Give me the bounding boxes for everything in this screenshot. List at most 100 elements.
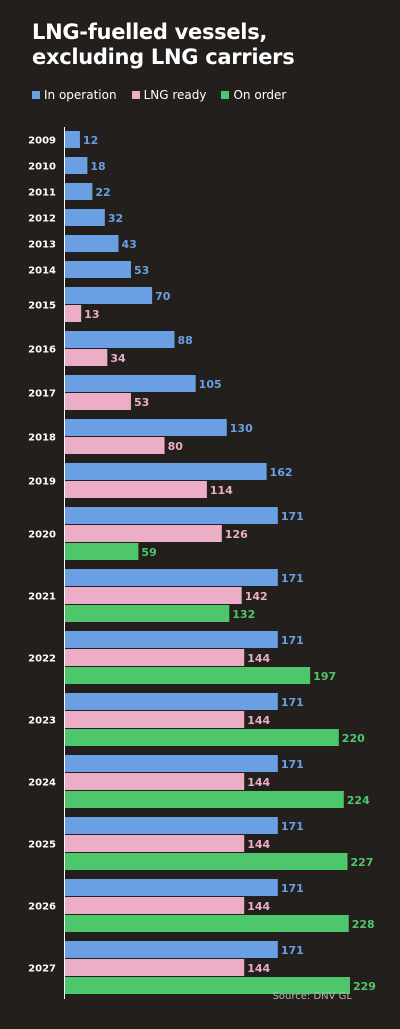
year-label-2012: 2012 <box>28 214 56 225</box>
year-label-2025: 2025 <box>28 840 56 851</box>
year-label-2023: 2023 <box>28 716 56 727</box>
chart-title-line-2: excluding LNG carriers <box>32 45 295 69</box>
value-label-on-order-2027: 229 <box>353 980 376 993</box>
value-label-in-operation-2020: 171 <box>281 510 304 523</box>
value-label-in-operation-2015: 70 <box>155 290 171 303</box>
value-label-in-operation-2024: 171 <box>281 758 304 771</box>
legend-swatch-in-operation <box>32 91 40 99</box>
bar-lng-ready-2016 <box>65 349 108 366</box>
year-label-2021: 2021 <box>28 592 56 603</box>
bar-lng-ready-2019 <box>65 481 207 498</box>
bar-in-operation-2023 <box>65 693 278 710</box>
bar-lng-ready-2023 <box>65 711 245 728</box>
bar-lng-ready-2020 <box>65 525 222 542</box>
value-label-on-order-2021: 132 <box>232 608 255 621</box>
year-label-2018: 2018 <box>28 433 56 444</box>
year-label-2022: 2022 <box>28 654 56 665</box>
value-label-in-operation-2021: 171 <box>281 572 304 585</box>
year-label-2014: 2014 <box>28 266 56 277</box>
value-label-lng-ready-2020: 126 <box>225 528 248 541</box>
bar-lng-ready-2017 <box>65 393 131 410</box>
bar-in-operation-2024 <box>65 755 278 772</box>
legend-label-in-operation: In operation <box>44 88 117 102</box>
bar-in-operation-2026 <box>65 879 278 896</box>
value-label-in-operation-2019: 162 <box>270 466 293 479</box>
bar-lng-ready-2015 <box>65 305 82 322</box>
year-label-2019: 2019 <box>28 477 56 488</box>
bar-on-order-2027 <box>65 977 350 994</box>
year-label-2015: 2015 <box>28 301 56 312</box>
legend-item-lng-ready: LNG ready <box>131 88 207 102</box>
year-label-2013: 2013 <box>28 240 56 251</box>
bar-in-operation-2018 <box>65 419 227 436</box>
year-label-2020: 2020 <box>28 530 56 541</box>
bar-in-operation-2019 <box>65 463 267 480</box>
legend-swatch-lng-ready <box>131 91 140 99</box>
year-label-2016: 2016 <box>28 345 56 356</box>
value-label-in-operation-2022: 171 <box>281 634 304 647</box>
year-label-2024: 2024 <box>28 778 56 789</box>
value-label-lng-ready-2021: 142 <box>245 590 268 603</box>
value-label-lng-ready-2027: 144 <box>247 962 270 975</box>
chart-legend: In operation LNG ready On order <box>32 87 301 103</box>
value-label-in-operation-2011: 22 <box>95 186 110 199</box>
value-label-in-operation-2023: 171 <box>281 696 304 709</box>
value-label-lng-ready-2018: 80 <box>168 440 184 453</box>
bar-lng-ready-2027 <box>65 959 245 976</box>
year-label-2027: 2027 <box>28 964 56 975</box>
value-label-on-order-2026: 228 <box>352 918 375 931</box>
value-label-lng-ready-2015: 13 <box>84 308 99 321</box>
legend-label-on-order: On order <box>233 88 287 102</box>
source-note: Source: DNV GL <box>272 991 352 1002</box>
year-label-2017: 2017 <box>28 389 56 400</box>
year-label-2011: 2011 <box>28 188 56 199</box>
value-label-in-operation-2012: 32 <box>108 212 123 225</box>
legend-item-on-order: On order <box>221 88 286 102</box>
bar-lng-ready-2024 <box>65 773 245 790</box>
value-label-lng-ready-2026: 144 <box>247 900 270 913</box>
bar-in-operation-2027 <box>65 941 278 958</box>
bar-in-operation-2022 <box>65 631 278 648</box>
value-label-lng-ready-2022: 144 <box>247 652 270 665</box>
chart-title: LNG-fuelled vessels, excluding LNG carri… <box>32 20 392 70</box>
bar-in-operation-2014 <box>65 261 131 278</box>
bar-in-operation-2015 <box>65 287 153 304</box>
bar-in-operation-2011 <box>65 183 93 200</box>
bar-in-operation-2017 <box>65 375 196 392</box>
value-label-in-operation-2018: 130 <box>230 422 253 435</box>
bar-in-operation-2012 <box>65 209 105 226</box>
value-label-lng-ready-2017: 53 <box>134 396 149 409</box>
value-label-lng-ready-2016: 34 <box>110 352 126 365</box>
legend-label-lng-ready: LNG ready <box>143 88 207 102</box>
bar-on-order-2026 <box>65 915 349 932</box>
value-label-lng-ready-2023: 144 <box>247 714 270 727</box>
chart-title-line-1: LNG-fuelled vessels, <box>32 20 268 44</box>
year-label-2010: 2010 <box>28 162 56 173</box>
bar-in-operation-2009 <box>65 131 80 148</box>
legend-item-in-operation: In operation <box>32 88 117 102</box>
value-label-in-operation-2026: 171 <box>281 882 304 895</box>
value-label-on-order-2022: 197 <box>313 670 336 683</box>
value-label-on-order-2020: 59 <box>141 546 156 559</box>
bar-lng-ready-2026 <box>65 897 245 914</box>
value-label-in-operation-2013: 43 <box>122 238 137 251</box>
bar-in-operation-2016 <box>65 331 175 348</box>
bar-lng-ready-2022 <box>65 649 245 666</box>
value-label-in-operation-2009: 12 <box>83 134 98 147</box>
value-label-in-operation-2014: 53 <box>134 264 149 277</box>
bar-on-order-2022 <box>65 667 311 684</box>
bar-on-order-2024 <box>65 791 344 808</box>
value-label-on-order-2025: 227 <box>351 856 374 869</box>
year-label-2026: 2026 <box>28 902 56 913</box>
value-label-on-order-2024: 224 <box>347 794 370 807</box>
value-label-on-order-2023: 220 <box>342 732 365 745</box>
value-label-lng-ready-2019: 114 <box>210 484 233 497</box>
value-label-lng-ready-2025: 144 <box>247 838 270 851</box>
bar-on-order-2020 <box>65 543 139 560</box>
value-label-in-operation-2017: 105 <box>199 378 222 391</box>
value-label-lng-ready-2024: 144 <box>247 776 270 789</box>
year-label-2009: 2009 <box>28 136 56 147</box>
bar-on-order-2021 <box>65 605 230 622</box>
value-label-in-operation-2010: 18 <box>90 160 105 173</box>
